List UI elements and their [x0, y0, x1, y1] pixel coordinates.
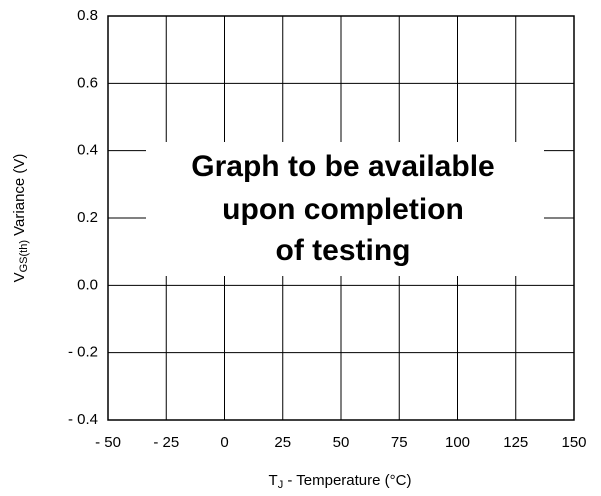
x-axis-label: TJ - Temperature (°C) [269, 472, 412, 491]
x-tick-label: 0 [220, 434, 228, 451]
y-tick-label: 0.0 [77, 276, 98, 293]
annotation-backdrop [146, 142, 544, 276]
y-tick-label: 0.6 [77, 74, 98, 91]
x-tick-label: 50 [333, 434, 350, 451]
x-tick-label: 25 [274, 434, 291, 451]
x-label-rest: - Temperature (°C) [283, 472, 411, 489]
y-tick-label: - 0.2 [68, 344, 98, 361]
y-tick-label: 0.8 [77, 7, 98, 24]
x-tick-label: 150 [561, 434, 586, 451]
x-tick-label: 125 [503, 434, 528, 451]
annotation: upon completion [222, 193, 464, 226]
y-tick-label: 0.2 [77, 209, 98, 226]
x-tick-label: - 25 [153, 434, 179, 451]
y-tick-label: - 0.4 [68, 411, 98, 428]
plot-frame [107, 15, 575, 421]
y-tick-label: 0.4 [77, 142, 98, 159]
y-label-main: V [11, 272, 28, 282]
y-label-sub: GS(th) [18, 240, 30, 272]
annotation: of testing [276, 234, 411, 267]
x-tick-label: - 50 [95, 434, 121, 451]
x-tick-label: 100 [445, 434, 470, 451]
x-tick-label: 75 [391, 434, 408, 451]
x-label-sub: J [278, 479, 284, 491]
x-label-main: T [269, 472, 278, 489]
y-axis-label: VGS(th) Variance (V) [11, 154, 30, 283]
y-label-rest: Variance (V) [11, 154, 28, 240]
annotation: Graph to be available [191, 150, 494, 183]
